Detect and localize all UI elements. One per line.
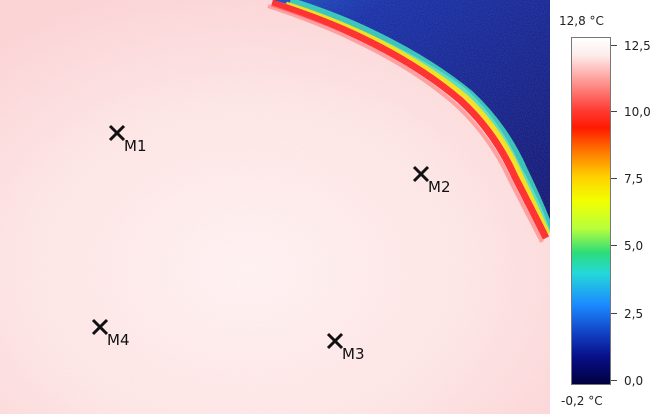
cross-icon — [326, 332, 344, 350]
marker-m3: M3 — [326, 332, 365, 363]
scale-tick-label: 7,5 — [624, 172, 644, 186]
thermal-image — [0, 0, 550, 414]
scale-tick — [611, 313, 617, 314]
scale-tick-label: 2,5 — [624, 307, 644, 321]
scale-min-label: -0,2 °C — [561, 394, 603, 408]
scale-tick — [611, 111, 617, 112]
scale-tick-label: 12,5 — [624, 39, 651, 53]
cross-icon — [91, 318, 109, 336]
marker-label: M4 — [107, 331, 130, 349]
scale-tick — [611, 178, 617, 179]
scale-tick — [611, 45, 617, 46]
marker-label: M2 — [428, 178, 451, 196]
color-scale-bar — [571, 37, 611, 385]
marker-m2: M2 — [412, 165, 451, 196]
cross-icon — [108, 124, 126, 142]
marker-m4: M4 — [91, 318, 130, 349]
marker-label: M3 — [342, 345, 365, 363]
scale-tick — [611, 245, 617, 246]
scale-tick — [611, 380, 617, 381]
marker-label: M1 — [124, 137, 147, 155]
cross-icon — [412, 165, 430, 183]
scale-tick-label: 10,0 — [624, 105, 651, 119]
noise-texture — [0, 0, 550, 414]
scale-max-label: 12,8 °C — [559, 14, 604, 28]
scale-tick-label: 5,0 — [624, 239, 644, 253]
scale-tick-label: 0,0 — [624, 374, 644, 388]
marker-m1: M1 — [108, 124, 147, 155]
